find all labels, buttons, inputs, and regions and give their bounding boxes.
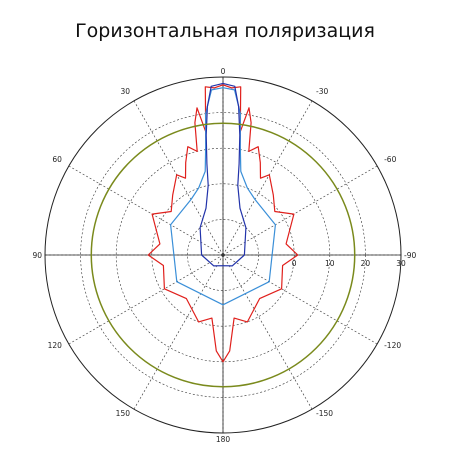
- series-2-line: [170, 87, 276, 306]
- angle-tick-label: 30: [120, 87, 130, 96]
- grid-spoke: [133, 254, 224, 410]
- series-1-line: [147, 84, 299, 363]
- angle-tick-label: 120: [48, 341, 63, 350]
- angle-tick-label: 150: [116, 409, 131, 418]
- grid-spoke: [222, 100, 313, 256]
- angle-tick-label: -90: [404, 251, 416, 260]
- angle-tick-label: -120: [384, 341, 401, 350]
- outer-circle: [44, 76, 402, 434]
- radial-tick-label: 10: [325, 259, 335, 268]
- radial-tick-label: 30: [396, 259, 406, 268]
- grid-spoke: [222, 254, 378, 345]
- series-3-line: [199, 82, 247, 267]
- angle-tick-label: 60: [52, 155, 62, 164]
- grid-spoke: [68, 254, 224, 345]
- grid-spoke: [222, 254, 313, 410]
- angle-tick-label: -30: [316, 87, 328, 96]
- grid-spoke: [133, 100, 224, 256]
- angle-tick-label: 0: [221, 67, 226, 76]
- series-layer: [90, 82, 356, 388]
- series-4-line: [90, 122, 356, 388]
- grid-layer: [44, 76, 402, 434]
- grid-spoke: [68, 165, 224, 256]
- angle-tick-label: 180: [216, 435, 231, 444]
- radial-tick-label: 20: [361, 259, 371, 268]
- radial-tick-label: 0: [292, 259, 297, 268]
- angle-tick-label: -150: [316, 409, 333, 418]
- label-layer: 0 -30 -60 -90 -120 -150 180 150 120 90 60 30 0 10 20 30: [32, 67, 416, 444]
- chart-title: Горизонтальная поляризация: [75, 20, 375, 42]
- angle-tick-label: 90: [32, 251, 42, 260]
- grid-spoke: [222, 165, 378, 256]
- angle-tick-label: -60: [384, 155, 396, 164]
